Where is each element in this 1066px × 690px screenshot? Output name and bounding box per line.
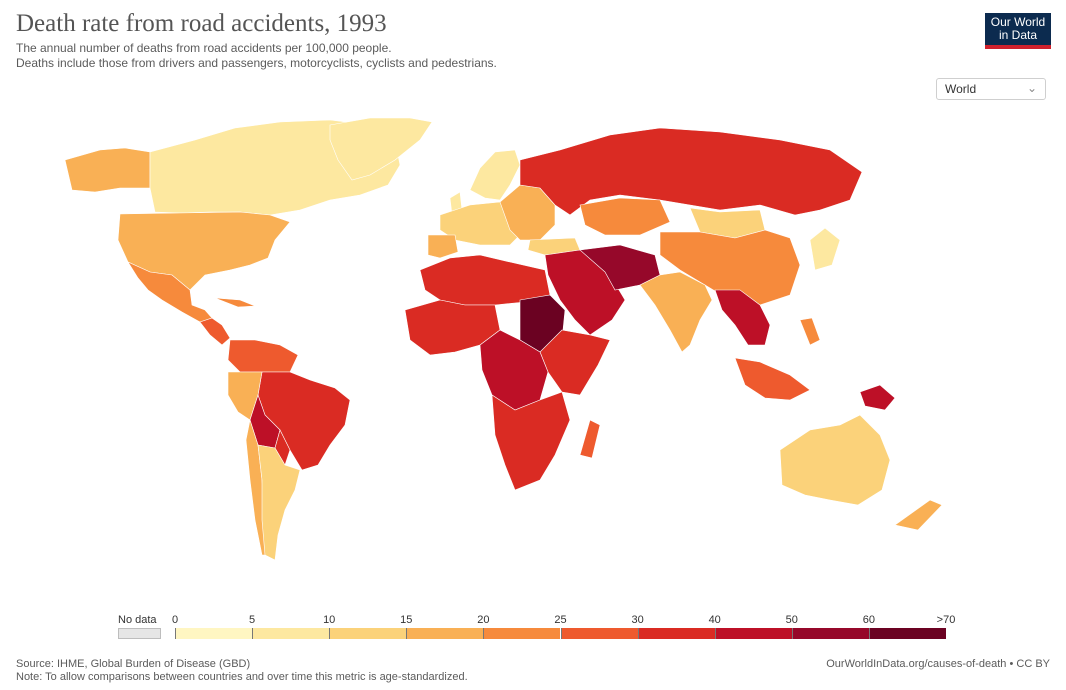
region-argentina[interactable] — [257, 444, 301, 561]
legend-bin[interactable] — [637, 628, 715, 639]
legend-tick-label: 25 — [554, 614, 567, 626]
logo-line-2: in Data — [998, 28, 1038, 42]
legend-tick-label: 60 — [862, 614, 876, 626]
region-cuba[interactable] — [214, 297, 256, 308]
legend-bin[interactable] — [175, 628, 253, 639]
region-australia[interactable] — [779, 414, 891, 506]
chart-subtitle: The annual number of deaths from road ac… — [16, 41, 497, 71]
owid-logo[interactable]: Our World in Data — [985, 13, 1051, 49]
world-map — [64, 117, 943, 561]
legend-tick-label: 10 — [323, 614, 336, 626]
legend-bin[interactable] — [406, 628, 484, 639]
region-alaska[interactable] — [64, 147, 151, 193]
region-india[interactable] — [639, 271, 713, 353]
legend-bin[interactable] — [868, 628, 946, 639]
region-iberia[interactable] — [427, 234, 459, 259]
legend-bin[interactable] — [560, 628, 638, 639]
legend-bin[interactable] — [483, 628, 561, 639]
region-southern-africa[interactable] — [491, 391, 571, 491]
chart-title: Death rate from road accidents, 1993 — [16, 10, 387, 37]
region-russia[interactable] — [519, 127, 863, 216]
region-china[interactable] — [659, 229, 801, 306]
legend-no-data-swatch — [118, 628, 161, 639]
footer-source-block: Source: IHME, Global Burden of Disease (… — [16, 658, 468, 684]
region-select[interactable]: World ⌄ — [936, 78, 1046, 100]
region-colombia-venezuela[interactable] — [227, 339, 299, 373]
footer-source[interactable]: Source: IHME, Global Burden of Disease (… — [16, 658, 251, 670]
subtitle-line-2: Deaths include those from drivers and pa… — [16, 56, 497, 70]
chevron-down-icon: ⌄ — [1026, 81, 1037, 95]
region-greenland[interactable] — [329, 117, 433, 181]
legend-tick-label: 0 — [171, 614, 179, 626]
legend-bin[interactable] — [252, 628, 330, 639]
subtitle-line-1: The annual number of deaths from road ac… — [16, 41, 392, 55]
logo-line-1: Our World — [990, 15, 1046, 29]
region-papua[interactable] — [859, 384, 896, 411]
legend-tick-label: 40 — [708, 614, 721, 626]
legend-bin[interactable] — [791, 628, 869, 639]
legend-tick-label: 15 — [400, 614, 413, 626]
region-madagascar[interactable] — [579, 419, 601, 459]
footer-url[interactable]: OurWorldInData.org/causes-of-death • CC … — [826, 658, 1050, 670]
region-kazakhstan[interactable] — [579, 197, 671, 236]
legend-tick-label: 5 — [249, 614, 256, 626]
legend-tick-label: 50 — [785, 614, 798, 626]
region-central-america[interactable] — [199, 317, 231, 346]
legend-no-data-label: No data — [118, 614, 157, 626]
legend-tick-label: >70 — [936, 614, 956, 626]
legend-tick-label: 20 — [477, 614, 490, 626]
region-japan-korea[interactable] — [809, 227, 841, 271]
legend-bin[interactable] — [714, 628, 792, 639]
legend-tick-label: 30 — [631, 614, 644, 626]
footer-note: Note: To allow comparisons between count… — [16, 671, 468, 683]
region-north-africa[interactable] — [419, 254, 551, 306]
region-select-value: World — [945, 82, 977, 96]
region-philippines[interactable] — [799, 317, 821, 346]
region-central-africa[interactable] — [479, 329, 549, 411]
color-legend: No data 0 5 10 15 20 25 30 40 50 60 >70 — [0, 612, 1066, 642]
region-indonesia[interactable] — [734, 357, 811, 401]
region-new-zealand[interactable] — [894, 499, 943, 531]
region-southeast-asia[interactable] — [714, 289, 771, 346]
legend-bin[interactable] — [329, 628, 407, 639]
